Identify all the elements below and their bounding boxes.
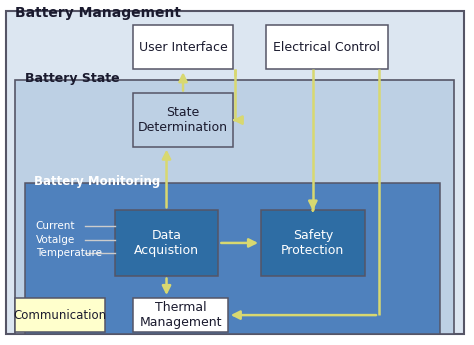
Text: Data
Acquistion: Data Acquistion	[134, 229, 199, 257]
FancyBboxPatch shape	[6, 11, 464, 334]
FancyBboxPatch shape	[265, 25, 388, 69]
Text: Safety
Protection: Safety Protection	[281, 229, 345, 257]
FancyBboxPatch shape	[261, 210, 365, 276]
FancyBboxPatch shape	[25, 183, 440, 334]
Text: Communication: Communication	[14, 308, 107, 322]
Text: Battery State: Battery State	[25, 72, 119, 85]
FancyBboxPatch shape	[134, 93, 233, 147]
FancyBboxPatch shape	[134, 25, 233, 69]
Text: Thermal
Management: Thermal Management	[139, 301, 222, 329]
FancyBboxPatch shape	[115, 210, 219, 276]
Text: Battery Monitoring: Battery Monitoring	[35, 175, 161, 188]
FancyBboxPatch shape	[134, 298, 228, 332]
FancyBboxPatch shape	[16, 80, 455, 334]
Text: Current: Current	[36, 221, 75, 231]
Text: Votalge: Votalge	[36, 235, 75, 245]
Text: User Interface: User Interface	[139, 41, 228, 53]
Text: Temperature: Temperature	[36, 248, 102, 258]
Text: Battery Management: Battery Management	[16, 6, 182, 20]
Text: State
Determination: State Determination	[138, 106, 228, 134]
Text: Electrical Control: Electrical Control	[273, 41, 381, 53]
FancyBboxPatch shape	[16, 298, 105, 332]
